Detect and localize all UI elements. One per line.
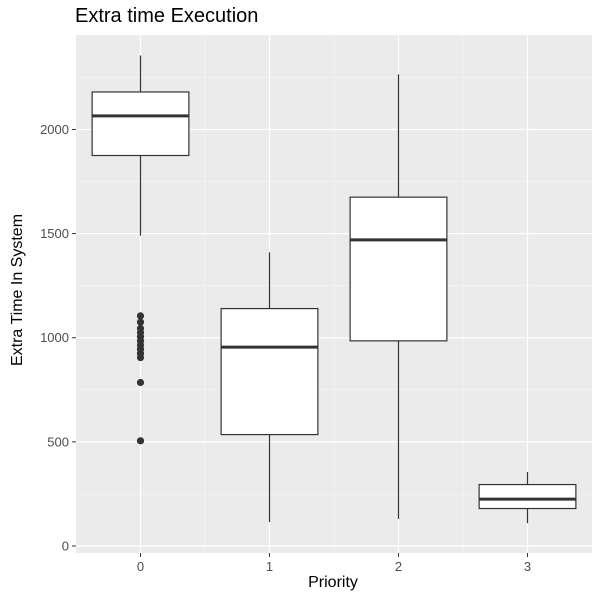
outlier-point: [136, 437, 145, 445]
iqr-box: [91, 91, 190, 157]
chart-title: Extra time Execution: [75, 5, 259, 27]
y-tick-label: 1500: [40, 226, 69, 241]
box-2: [349, 74, 448, 519]
box-1: [220, 252, 319, 523]
x-tick-label: 1: [266, 559, 273, 574]
y-tick-label: 500: [47, 434, 69, 449]
y-axis: 0 500 1000 1500 2000: [40, 122, 76, 554]
x-axis: 0 1 2 3: [137, 553, 531, 574]
iqr-box: [220, 307, 319, 436]
y-tick-label: 2000: [40, 122, 69, 137]
outlier-point: [136, 324, 145, 332]
outlier-point: [136, 312, 145, 320]
y-axis-title: Extra Time In System: [9, 214, 26, 366]
outlier-point: [136, 318, 145, 326]
x-tick-label: 0: [137, 559, 144, 574]
iqr-box: [478, 483, 577, 510]
box-0: [91, 55, 190, 445]
x-tick-label: 3: [524, 559, 531, 574]
x-tick-label: 2: [395, 559, 402, 574]
outlier-point: [136, 378, 145, 387]
iqr-box: [349, 196, 448, 342]
x-axis-title: Priority: [308, 574, 358, 591]
boxes: [91, 55, 577, 524]
box-3: [478, 472, 577, 524]
y-tick-label: 1000: [40, 330, 69, 345]
y-tick-label: 0: [62, 539, 69, 554]
